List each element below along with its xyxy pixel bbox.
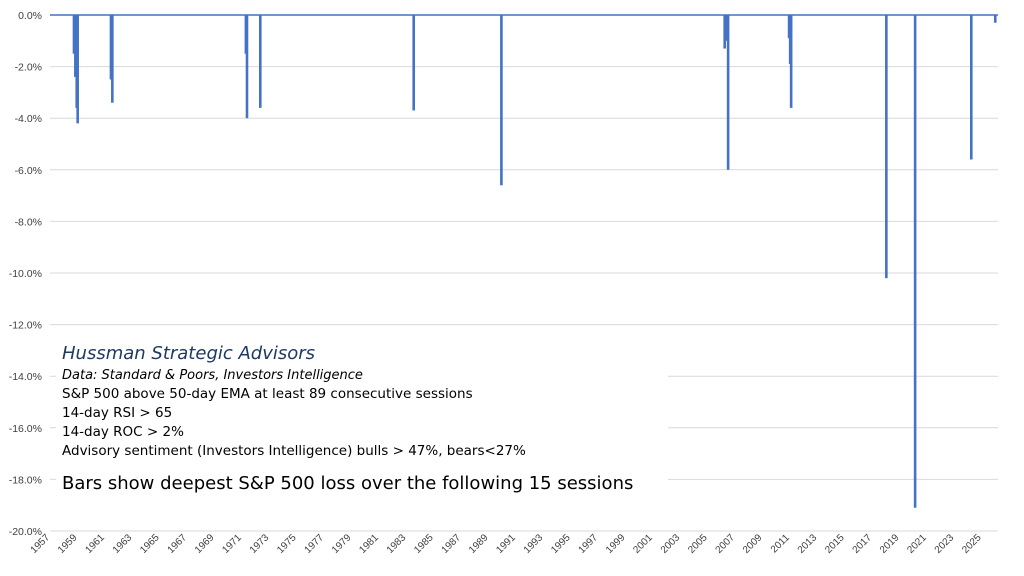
x-tick-label: 1987 [440, 532, 464, 556]
y-tick-label: 0.0% [18, 10, 42, 22]
x-tick-label: 2005 [686, 532, 710, 556]
bar [969, 15, 973, 160]
bar [245, 15, 249, 119]
bar [724, 15, 728, 41]
condition-1: S&P 500 above 50-day EMA at least 89 con… [62, 386, 473, 402]
y-tick-label: -18.0% [9, 474, 42, 486]
bar [111, 15, 114, 103]
x-tick-label: 2021 [905, 532, 929, 556]
y-tick-label: -20.0% [9, 526, 42, 538]
x-tick-label: 1979 [330, 532, 354, 556]
chart-caption: Bars show deepest S&P 500 loss over the … [62, 473, 634, 494]
x-tick-label: 1997 [577, 532, 601, 556]
brand-name: Hussman Strategic Advisors [62, 343, 316, 364]
x-tick-label: 1969 [193, 532, 217, 556]
y-tick-label: -10.0% [9, 268, 42, 280]
bar [723, 15, 726, 49]
x-tick-label: 2025 [960, 532, 984, 556]
bar [72, 15, 76, 54]
condition-4: Advisory sentiment (Investors Intelligen… [62, 443, 526, 459]
x-tick-label: 2013 [796, 532, 820, 556]
x-tick-label: 1961 [83, 532, 107, 556]
x-tick-label: 1963 [111, 532, 135, 556]
bar [993, 15, 997, 23]
x-tick-label: 2003 [659, 532, 683, 556]
bar [258, 15, 262, 108]
y-axis-tick-labels: 0.0% -2.0% -4.0% -6.0% -8.0% -10.0% -12.0% -14.… [9, 10, 42, 538]
bar [500, 15, 503, 186]
x-tick-label: 1973 [248, 532, 272, 556]
x-tick-label: 1965 [138, 532, 162, 556]
x-tick-label: 2023 [933, 532, 957, 556]
bar [913, 15, 917, 508]
x-tick-label: 2009 [741, 532, 765, 556]
x-tick-label: 1971 [220, 532, 244, 556]
x-axis-tick-labels: 1957 1959 1961 1963 1965 1967 1969 1971 1973 1975… [29, 532, 984, 556]
y-tick-label: -14.0% [9, 371, 42, 383]
x-tick-label: 1999 [604, 532, 628, 556]
x-tick-label: 1975 [275, 532, 299, 556]
x-tick-label: 1977 [303, 532, 327, 556]
bar [726, 15, 730, 170]
x-tick-label: 1967 [166, 532, 190, 556]
y-tick-label: -6.0% [15, 165, 42, 177]
x-tick-label: 1993 [522, 532, 546, 556]
condition-3: 14-day ROC > 2% [62, 424, 184, 440]
x-tick-label: 1959 [56, 532, 80, 556]
y-tick-label: -2.0% [15, 62, 42, 74]
x-tick-label: 2019 [878, 532, 902, 556]
bar [789, 15, 793, 108]
condition-2: 14-day RSI > 65 [62, 405, 173, 421]
bar [412, 15, 416, 111]
annotation-box: Hussman Strategic Advisors Data: Standar… [56, 340, 668, 501]
y-tick-label: -16.0% [9, 423, 42, 435]
bar [109, 15, 113, 80]
x-tick-label: 1985 [412, 532, 436, 556]
x-tick-label: 1989 [467, 532, 491, 556]
x-tick-label: 1995 [549, 532, 573, 556]
bar [76, 15, 79, 124]
x-tick-label: 1991 [494, 532, 518, 556]
y-tick-label: -4.0% [15, 113, 42, 125]
x-tick-label: 1983 [385, 532, 409, 556]
x-tick-label: 1981 [357, 532, 381, 556]
x-tick-label: 2007 [714, 532, 738, 556]
x-tick-label: 2011 [769, 532, 792, 555]
bar [74, 15, 77, 77]
x-tick-label: 2001 [631, 532, 655, 556]
y-tick-label: -8.0% [15, 216, 42, 228]
data-source: Data: Standard & Poors, Investors Intell… [62, 368, 363, 383]
x-tick-label: 2017 [851, 532, 875, 556]
x-tick-label: 2015 [823, 532, 847, 556]
bar [885, 15, 888, 279]
y-tick-label: -12.0% [9, 320, 42, 332]
bars [50, 14, 998, 508]
